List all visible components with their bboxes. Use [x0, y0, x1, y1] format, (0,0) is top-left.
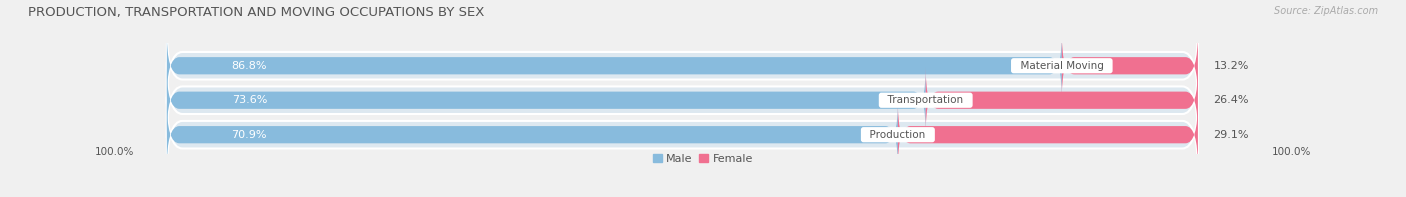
Text: 100.0%: 100.0%: [94, 147, 134, 157]
FancyBboxPatch shape: [898, 102, 1198, 167]
FancyBboxPatch shape: [167, 97, 1198, 173]
Text: Material Moving: Material Moving: [1014, 61, 1109, 71]
Text: PRODUCTION, TRANSPORTATION AND MOVING OCCUPATIONS BY SEX: PRODUCTION, TRANSPORTATION AND MOVING OC…: [28, 6, 485, 19]
FancyBboxPatch shape: [1062, 33, 1198, 98]
Text: 100.0%: 100.0%: [1272, 147, 1312, 157]
Text: Source: ZipAtlas.com: Source: ZipAtlas.com: [1274, 6, 1378, 16]
Text: 86.8%: 86.8%: [232, 61, 267, 71]
Text: 29.1%: 29.1%: [1213, 130, 1249, 140]
FancyBboxPatch shape: [167, 62, 1198, 138]
Text: Production: Production: [863, 130, 932, 140]
Text: 73.6%: 73.6%: [232, 95, 267, 105]
FancyBboxPatch shape: [167, 102, 898, 167]
Text: 13.2%: 13.2%: [1213, 61, 1249, 71]
FancyBboxPatch shape: [167, 33, 1062, 98]
FancyBboxPatch shape: [167, 68, 925, 133]
Text: 70.9%: 70.9%: [232, 130, 267, 140]
Text: Transportation: Transportation: [882, 95, 970, 105]
Text: 26.4%: 26.4%: [1213, 95, 1249, 105]
FancyBboxPatch shape: [167, 28, 1198, 104]
FancyBboxPatch shape: [925, 68, 1198, 133]
Legend: Male, Female: Male, Female: [648, 149, 758, 168]
